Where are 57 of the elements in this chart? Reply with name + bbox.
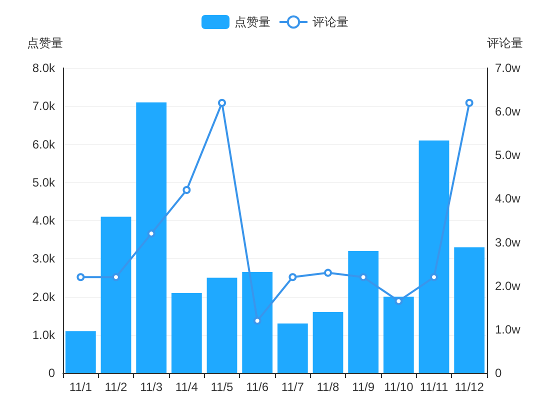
x-tick-label: 11/3 <box>140 380 163 394</box>
y-tick-label: 3.0k <box>32 252 56 266</box>
x-tick-label: 11/9 <box>352 380 375 394</box>
bar <box>383 296 414 373</box>
y2-tick-label: 6.0w <box>495 104 521 119</box>
x-tick-label: 11/11 <box>420 380 448 394</box>
x-tick-label: 11/8 <box>316 380 340 394</box>
point <box>394 297 403 306</box>
x-tick-label: 11/5 <box>210 380 234 394</box>
point <box>147 230 156 238</box>
y-tick-label: 0 <box>48 366 56 380</box>
y2-tick-label: 2.0w <box>495 278 521 293</box>
y2-axis-title: 评论量 <box>487 36 523 50</box>
point <box>359 273 368 282</box>
x-tick-label: 11/6 <box>246 380 269 394</box>
point <box>430 273 438 282</box>
legend-label: 评论量 <box>312 15 348 29</box>
point <box>324 268 332 277</box>
y-tick-label: 2.0k <box>32 290 56 304</box>
bar <box>348 251 379 373</box>
x-tick-label: 11/1 <box>69 380 92 394</box>
bar <box>418 140 450 373</box>
bar <box>312 312 344 373</box>
y2-tick-label: 5.0w <box>495 148 521 162</box>
y2-tick-label: 0 <box>495 366 502 380</box>
y-tick-label: 7.0k <box>32 99 56 114</box>
x-tick-label: 11/10 <box>384 380 414 394</box>
y2-tick-label: 4.0w <box>495 192 521 206</box>
bar <box>206 278 238 373</box>
bar <box>454 247 485 373</box>
y-tick-label: 6.0k <box>32 137 56 152</box>
point <box>182 186 191 194</box>
bar <box>242 272 273 373</box>
y-tick-label: 1.0k <box>32 328 56 342</box>
y2-tick-label: 3.0w <box>495 235 521 250</box>
point <box>465 98 474 107</box>
legend-label: 点赞量 <box>234 15 270 29</box>
x-tick-label: 11/4 <box>175 380 198 394</box>
point <box>76 273 85 282</box>
bar <box>136 102 167 373</box>
y2-tick-label: 7.0w <box>495 61 521 75</box>
y-tick-label: 8.0k <box>32 61 56 75</box>
x-tick-label: 11/2 <box>104 380 128 394</box>
bar <box>65 331 96 373</box>
bar <box>100 216 132 373</box>
y-tick-label: 5.0k <box>32 175 56 190</box>
y2-tick-label: 1.0w <box>495 322 521 336</box>
point <box>218 98 226 107</box>
bar <box>171 292 202 373</box>
y-axis-title: 点赞量 <box>27 36 63 50</box>
bar <box>277 323 308 373</box>
point <box>112 273 120 282</box>
x-tick-label: 11/7 <box>281 380 304 394</box>
y-tick-label: 4.0k <box>32 214 56 228</box>
point <box>288 273 297 282</box>
point <box>253 316 262 325</box>
x-tick-label: 11/12 <box>454 380 484 394</box>
